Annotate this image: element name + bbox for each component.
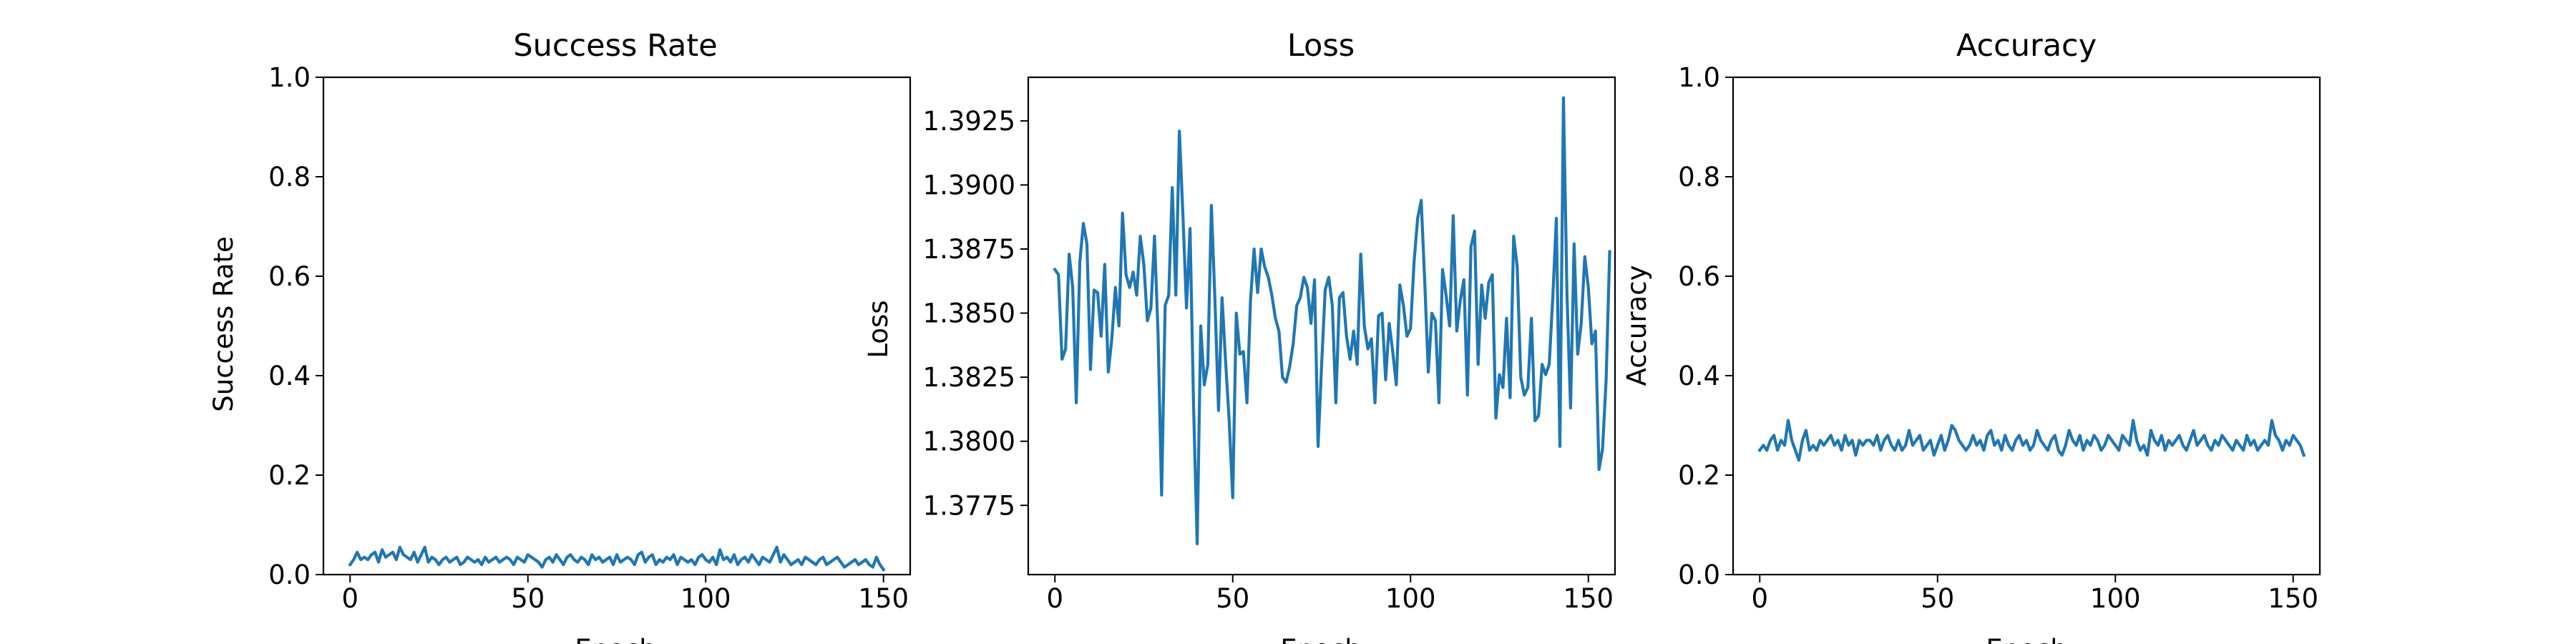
x-tick-label: 0: [1751, 583, 1768, 614]
y-tick-label: 1.3775: [923, 490, 1015, 521]
x-tick-label: 100: [680, 583, 731, 614]
series-line: [348, 545, 886, 572]
y-tick-label: 0.6: [268, 261, 311, 292]
panel-title: Accuracy: [1956, 28, 2097, 64]
panel-title: Success Rate: [513, 28, 717, 64]
tick-layer: 0 50 100 150 1.3775 1.3800 1.3825 1.3850 1.3875 1…: [923, 106, 1614, 614]
y-tick-label: 0.6: [1678, 261, 1720, 292]
y-tick-label: 1.3825: [923, 362, 1015, 393]
x-axis-label: Epoch: [1280, 634, 1361, 644]
y-tick-label: 0.2: [1678, 460, 1720, 491]
plot-layer: [348, 545, 886, 572]
series-line: [1053, 96, 1611, 546]
y-tick-label: 0.4: [268, 361, 311, 391]
x-tick-label: 50: [1921, 583, 1954, 614]
y-tick-label: 0.0: [1678, 560, 1720, 590]
y-tick-label: 1.3900: [923, 170, 1015, 200]
y-tick-label: 1.3875: [923, 234, 1015, 265]
x-tick-label: 100: [1385, 583, 1436, 614]
y-tick-label: 1.3800: [923, 426, 1015, 457]
x-axis-label: Epoch: [1986, 634, 2067, 644]
y-tick-label: 0.8: [1678, 162, 1720, 192]
panel-title: Loss: [1287, 28, 1355, 64]
y-tick-label: 0.2: [268, 460, 311, 491]
axes-frame: [322, 76, 912, 576]
x-tick-label: 0: [1046, 583, 1063, 614]
axes-frame: [1027, 76, 1616, 576]
y-tick-label: 0.4: [1678, 361, 1720, 391]
x-tick-label: 150: [858, 583, 909, 614]
x-tick-label: 50: [1216, 583, 1249, 614]
x-tick-label: 50: [511, 583, 545, 614]
y-axis-label: Success Rate: [208, 236, 239, 412]
series-line: [1757, 419, 2306, 462]
y-tick-label: 0.8: [268, 162, 311, 192]
x-tick-label: 150: [2268, 583, 2318, 614]
y-axis-label: Accuracy: [1621, 265, 1652, 386]
y-tick-label: 1.3850: [923, 298, 1015, 329]
y-axis-label: Loss: [863, 300, 894, 358]
panel-accuracy: Accuracy Accuracy Epoch 0501001500.00.20…: [1621, 28, 2321, 644]
x-axis-label: Epoch: [575, 634, 655, 644]
y-tick-label: 0.0: [268, 560, 311, 590]
x-tick-label: 150: [1563, 583, 1614, 614]
plot-layer: [1757, 419, 2306, 462]
x-tick-label: 100: [2090, 583, 2141, 614]
y-tick-label: 1.0: [268, 62, 311, 93]
axes-frame: [1732, 76, 2321, 576]
panel-loss: Loss Loss Epoch 0 50 100 150 1.3775 1.3800 1.3…: [863, 28, 1616, 644]
plot-layer: [1053, 96, 1611, 546]
tick-layer: 0 50 100 150 0.0 0.2 0.4 0.6 0.8 1.0: [268, 62, 909, 614]
x-tick-label: 0: [341, 583, 358, 614]
panel-success-rate: Success Rate Success Rate Epoch 0 50 100 15…: [208, 28, 912, 644]
tick-layer: 0 50 100 150 0.0 0.2 0.4 0.6 0.8 1.0: [1678, 62, 2318, 614]
y-tick-label: 1.0: [1678, 62, 1720, 93]
y-tick-label: 1.3925: [923, 106, 1015, 137]
